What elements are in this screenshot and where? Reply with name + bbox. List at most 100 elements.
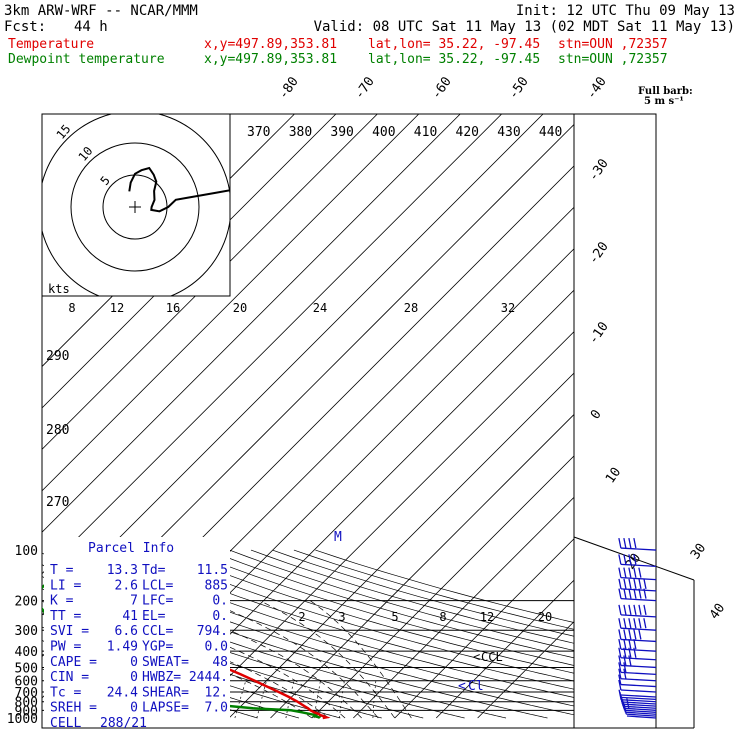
speed-label-16: 16 xyxy=(166,301,180,315)
speed-label-28: 28 xyxy=(404,301,418,315)
isotherm-line xyxy=(145,289,574,719)
mixing-ratio-line xyxy=(339,680,345,719)
pressure-label-800: 800 xyxy=(15,696,38,711)
wind-barb-flag xyxy=(623,604,627,616)
isotherm-label-m10: -10 xyxy=(586,319,612,347)
parcel-key-cell: CELL xyxy=(50,716,81,731)
theta-label-410: 410 xyxy=(414,125,437,140)
wind-barb-flag xyxy=(628,567,632,578)
wind-barb-flag xyxy=(623,554,627,565)
hodograph-ring-10 xyxy=(70,142,200,272)
isotherm-line xyxy=(42,114,502,575)
isotherm-line xyxy=(270,413,574,719)
parcel-key-td: Td= xyxy=(142,563,166,578)
theta-label-290: 290 xyxy=(46,349,69,364)
wind-barb xyxy=(618,662,657,676)
wind-barb-flag xyxy=(633,647,637,658)
isotherm-label-30: 30 xyxy=(688,541,709,562)
wind-barb-flag xyxy=(638,567,642,578)
barb-column-frame xyxy=(574,113,657,729)
wind-barb-staff xyxy=(620,694,657,698)
isotherm-line xyxy=(435,579,574,719)
wind-barb-staff xyxy=(622,703,657,707)
dry-adiabat xyxy=(293,549,574,630)
wind-barb xyxy=(626,715,657,719)
wind-barb-flag xyxy=(628,578,632,590)
dry-adiabat xyxy=(250,549,574,644)
parcel-key-t: T = xyxy=(50,563,74,578)
isotherm-line xyxy=(42,114,544,616)
parcel-key-cape: CAPE = xyxy=(50,655,97,670)
isotherm-label-0: 0 xyxy=(588,407,605,422)
isotherm-line xyxy=(42,114,378,450)
wind-barb-staff xyxy=(620,689,657,693)
dry-adiabat xyxy=(164,549,574,674)
forecast-hour: 44 h xyxy=(74,19,108,35)
parcel-info-title: Parcel Info xyxy=(88,541,174,556)
theta-label-440: 440 xyxy=(539,125,562,140)
wind-barb-flag xyxy=(618,655,622,666)
parcel-value-t: 13.3 xyxy=(107,563,138,578)
barb-legend-line1: Full barb: xyxy=(638,86,693,97)
mixing-ratio-label-5: 5 xyxy=(391,610,398,624)
pressure-label-500: 500 xyxy=(15,661,38,676)
pressure-label-300: 300 xyxy=(15,624,38,639)
speed-label-12: 12 xyxy=(110,301,124,315)
parcel-key-hwbz: HWBZ= xyxy=(142,670,181,685)
speed-label-8: 8 xyxy=(68,301,75,315)
parcel-value-ygp: 0.0 xyxy=(205,640,228,655)
parcel-key-cin: CIN = xyxy=(50,670,89,685)
wind-barb xyxy=(618,679,657,693)
dry-adiabat xyxy=(272,549,574,637)
isotherm-line xyxy=(311,455,574,719)
wind-barb-flag xyxy=(623,578,627,590)
pressure-label-100: 100 xyxy=(15,544,38,559)
wind-barb-staff xyxy=(620,563,657,567)
wind-barb-flag xyxy=(618,618,622,629)
wind-barb-flag xyxy=(618,674,622,685)
wind-barb-flag xyxy=(633,618,637,629)
wind-barb-flag xyxy=(618,554,622,565)
parcel-value-shear: 12. xyxy=(205,685,228,700)
wind-barb-flag xyxy=(618,604,622,616)
theta-label-280: 280 xyxy=(46,423,69,438)
isotherm-line xyxy=(42,114,461,533)
wind-barb-staff xyxy=(620,597,657,602)
wind-barb-flag xyxy=(618,537,622,549)
ccl-marker: < xyxy=(473,650,480,664)
parcel-key-sweat: SWEAT= xyxy=(142,655,189,670)
dry-adiabat xyxy=(229,549,574,651)
moist-adiabat xyxy=(206,600,379,719)
wind-barb-flag xyxy=(618,639,622,650)
barb-legend-line2: 5 m s⁻¹ xyxy=(644,96,684,107)
isotherm-label-m70: -70 xyxy=(352,74,378,102)
temperature-latlon: lat,lon= 35.22, -97.45 xyxy=(368,37,540,52)
isotherm-line xyxy=(42,114,337,409)
isotherm-line xyxy=(187,331,574,719)
isotherm-label-40: 40 xyxy=(707,601,728,622)
parcel-value-tt: 41 xyxy=(122,609,138,624)
mixing-ratio-line xyxy=(234,680,247,719)
frame-diagonal-upper xyxy=(573,536,695,581)
wind-barb-flag xyxy=(628,537,632,549)
theta-label-430: 430 xyxy=(497,125,520,140)
wind-barb xyxy=(618,689,657,703)
parcel-info-panel: Parcel Info T = 13.3 Td= 11.5 LI = 2.6 LCL= 885… xyxy=(44,537,230,731)
wind-barb-flag xyxy=(618,668,622,679)
wind-barb-flag xyxy=(618,578,622,590)
moist-adiabat xyxy=(157,600,362,719)
wind-barb-flag xyxy=(643,578,647,590)
parcel-value-el: 0. xyxy=(212,609,228,624)
wind-barb-staff xyxy=(620,683,657,688)
wind-barb-flag xyxy=(638,578,642,590)
wind-barb-flag xyxy=(643,604,647,616)
wind-barb xyxy=(618,537,657,551)
wind-barb-flag xyxy=(638,604,642,616)
theta-label-390: 390 xyxy=(330,125,353,140)
wind-barb xyxy=(618,674,657,688)
theta-label-370: 370 xyxy=(247,125,270,140)
wind-barb-flag xyxy=(623,618,627,629)
wind-barb-flag xyxy=(628,588,632,599)
parcel-value-svi: 6.6 xyxy=(115,624,138,639)
